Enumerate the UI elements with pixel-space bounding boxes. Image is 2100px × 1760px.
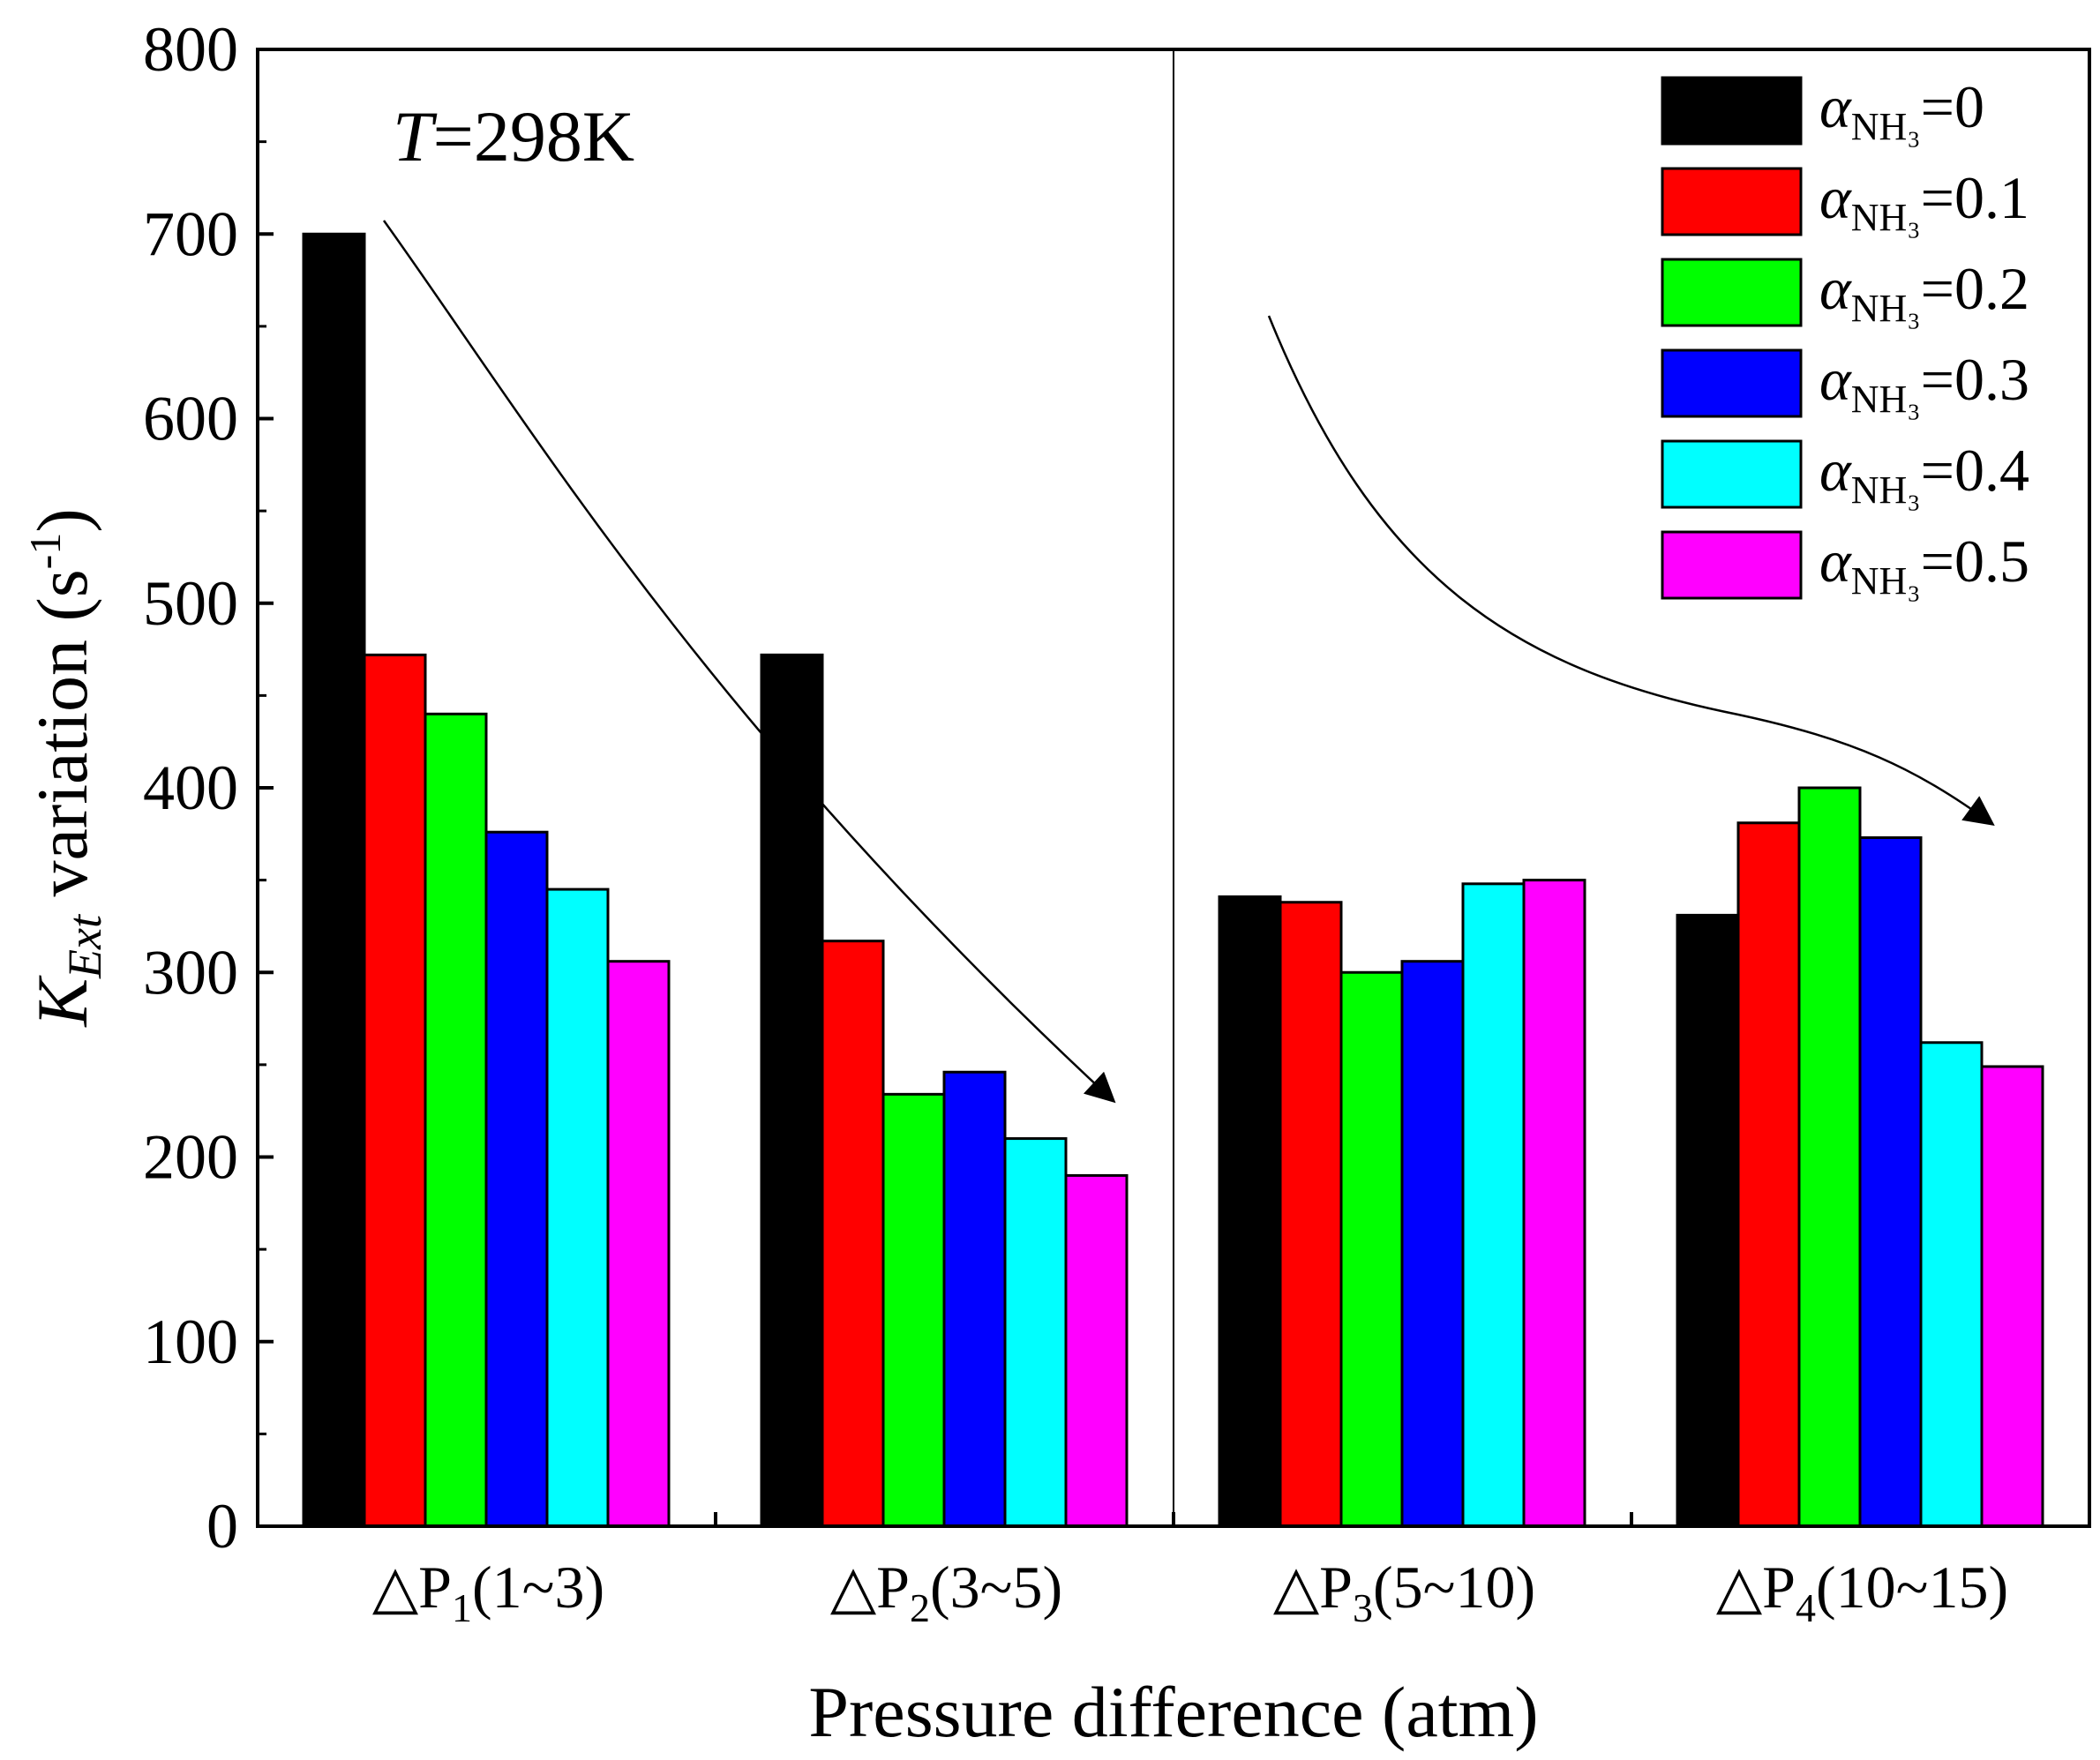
bar-cat4-series-0_5: [1980, 1065, 2044, 1528]
x-category-range: (3~5): [930, 1554, 1062, 1621]
legend-symbol: α: [1819, 528, 1852, 595]
legend-swatch-0_4: [1661, 439, 1803, 509]
legend-sub: NH₃: [1851, 559, 1921, 603]
legend-value: =0.4: [1921, 437, 2029, 504]
y-tick-label: 200: [143, 1122, 238, 1193]
legend-value: =0: [1921, 73, 1984, 140]
x-ticks-group: △P1(1~3) △P2(3~5) △P3(5~10) △P4(10~15): [372, 1512, 2008, 1630]
x-category-label: △P1(1~3): [372, 1554, 604, 1630]
bar-cat2-series-0_4: [1003, 1137, 1068, 1528]
x-category-sub: 3: [1353, 1585, 1373, 1630]
y-tick-label: 300: [143, 937, 238, 1007]
legend-symbol: α: [1819, 73, 1852, 140]
bar-cat4-series-0_4: [1919, 1041, 1984, 1528]
legend-swatch-0: [1661, 76, 1803, 146]
trend-arrow-right: [1267, 315, 1995, 826]
bar-cat3-series-0_3: [1400, 960, 1465, 1528]
x-category-label: △P4(10~15): [1716, 1554, 2008, 1630]
x-category-label: △P3(5~10): [1273, 1554, 1535, 1630]
trend-arrow-left: [382, 220, 1116, 1104]
legend-label: αNH₃=0.1: [1819, 164, 2029, 239]
y-axis-title-close: ): [22, 508, 102, 532]
bar-cat2-series-0_1: [821, 940, 885, 1528]
legend-symbol: α: [1819, 255, 1852, 322]
annotation-symbol: T: [393, 96, 438, 176]
bars-group: [302, 232, 2044, 1528]
legend-swatch-0_5: [1661, 530, 1803, 600]
bar-cat4-series-0_3: [1858, 835, 1923, 1528]
legend-value: =0.2: [1921, 255, 2029, 322]
bar-cat2-series-0_2: [881, 1092, 946, 1528]
legend-value: =0.3: [1921, 346, 2029, 413]
legend-sub: NH₃: [1851, 105, 1921, 148]
y-axis-title-sup: -1: [20, 533, 70, 570]
bar-cat1-series-0_2: [424, 712, 488, 1528]
bar-cat2-series-0_3: [942, 1070, 1007, 1528]
legend-swatch-0_2: [1661, 258, 1803, 327]
bar-cat3-series-0_5: [1522, 879, 1586, 1528]
legend-label: αNH₃=0.4: [1819, 437, 2029, 512]
y-tick-label: 700: [143, 198, 238, 269]
bar-cat3-series-0: [1218, 895, 1282, 1528]
bar-cat2-series-0: [760, 653, 824, 1528]
bar-cat2-series-0_5: [1064, 1173, 1129, 1528]
x-category-prefix: △P: [372, 1554, 452, 1621]
x-category-label: △P2(3~5): [830, 1554, 1062, 1630]
y-tick-label: 500: [143, 568, 238, 639]
bar-cat1-series-0_4: [545, 887, 610, 1528]
legend-swatch-0_3: [1661, 348, 1803, 418]
bar-cat4-series-0_2: [1797, 786, 1862, 1528]
bar-cat1-series-0_3: [484, 830, 549, 1528]
x-category-range: (5~10): [1373, 1554, 1535, 1621]
legend-sub: NH₃: [1851, 196, 1921, 239]
legend-label: αNH₃=0.3: [1819, 346, 2029, 421]
legend-symbol: α: [1819, 437, 1852, 504]
bar-cat4-series-0: [1676, 913, 1740, 1528]
legend-symbol: α: [1819, 164, 1852, 231]
x-category-prefix: △P: [1716, 1554, 1796, 1621]
legend-label: αNH₃=0.2: [1819, 255, 2029, 330]
y-tick-label: 400: [143, 753, 238, 823]
bar-cat3-series-0_4: [1461, 882, 1526, 1528]
y-tick-label: 100: [143, 1307, 238, 1377]
legend-sub: NH₃: [1851, 468, 1921, 512]
legend-symbol: α: [1819, 346, 1852, 413]
legend-value: =0.1: [1921, 164, 2029, 231]
y-axis-title-symbol: K: [22, 975, 102, 1028]
x-category-range: (1~3): [472, 1554, 604, 1621]
y-axis-title-sub: Ext: [58, 913, 111, 979]
bar-cat4-series-0_1: [1736, 821, 1801, 1528]
x-axis-title: Pressure difference (atm): [808, 1672, 1538, 1752]
legend-sub: NH₃: [1851, 378, 1921, 421]
bar-cat1-series-0_1: [363, 653, 427, 1528]
x-category-sub: 1: [452, 1585, 472, 1630]
legend-swatch-0_1: [1661, 167, 1803, 236]
temperature-annotation: T=298K: [393, 96, 634, 176]
bar-cat1-series-0_5: [606, 960, 671, 1528]
x-category-sub: 4: [1796, 1585, 1816, 1630]
y-axis-title: KExt variation (s-1): [20, 508, 111, 1027]
y-ticks-group: 0 100 200 300 400 500 600 700 800: [143, 14, 274, 1562]
bar-cat1-series-0: [302, 232, 366, 1528]
x-category-sub: 2: [910, 1585, 930, 1630]
y-tick-label: 600: [143, 384, 238, 454]
bar-cat3-series-0_2: [1339, 970, 1404, 1528]
x-category-prefix: △P: [1273, 1554, 1353, 1621]
x-category-prefix: △P: [830, 1554, 910, 1621]
legend-value: =0.5: [1921, 528, 2029, 595]
y-tick-label: 800: [143, 14, 238, 85]
x-category-range: (10~15): [1816, 1554, 2008, 1621]
legend-sub: NH₃: [1851, 287, 1921, 330]
bar-cat3-series-0_1: [1279, 901, 1343, 1528]
legend-label: αNH₃=0: [1819, 73, 1984, 148]
legend-label: αNH₃=0.5: [1819, 528, 2029, 603]
y-axis-title-text: variation (s: [22, 569, 102, 915]
y-tick-label: 0: [206, 1491, 238, 1562]
legend: αNH₃=0αNH₃=0.1αNH₃=0.2αNH₃=0.3αNH₃=0.4αN…: [1661, 73, 2029, 603]
annotation-value: =298K: [433, 96, 634, 176]
